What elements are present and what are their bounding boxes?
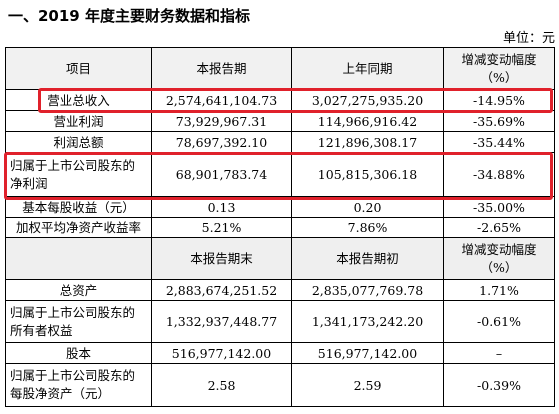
table-row: 总资产 2,883,674,251.52 2,835,077,769.78 1.…	[5, 279, 555, 301]
row-label: 股本	[5, 342, 152, 364]
row-change: -35.44%	[443, 131, 555, 153]
table-row: 营业总收入 2,574,641,104.73 3,027,275,935.20 …	[5, 89, 555, 111]
header-change-unit: （%）	[480, 69, 518, 85]
row-end: 1,332,937,448.77	[151, 300, 292, 343]
row-current: 0.13	[151, 196, 292, 218]
row-label: 归属于上市公司股东的 所有者权益	[5, 300, 152, 343]
row-label-line1: 归属于上市公司股东的	[10, 304, 136, 320]
row-start: 516,977,142.00	[291, 342, 444, 364]
row-current: 73,929,967.31	[151, 110, 292, 132]
row-prior: 114,966,916.42	[291, 110, 444, 132]
header-item: 项目	[5, 47, 152, 90]
row-end: 2,883,674,251.52	[151, 279, 292, 301]
header-change: 增减变动幅度 （%）	[443, 237, 555, 280]
row-label: 营业总收入	[5, 89, 152, 111]
table-row: 归属于上市公司股东的 每股净资产（元） 2.58 2.59 -0.39%	[5, 363, 555, 407]
row-start: 2.59	[291, 363, 444, 407]
row-prior: 105,815,306.18	[291, 152, 444, 197]
row-label: 利润总额	[5, 131, 152, 153]
unit-label: 单位：元	[502, 31, 555, 46]
table-row: 营业利润 73,929,967.31 114,966,916.42 -35.69…	[5, 110, 555, 132]
row-label: 总资产	[5, 279, 152, 301]
header-current-period: 本报告期	[151, 47, 292, 90]
header-change-label: 增减变动幅度	[461, 51, 537, 67]
table-row: 基本每股收益（元） 0.13 0.20 -35.00%	[5, 196, 555, 218]
row-prior: 3,027,275,935.20	[291, 89, 444, 111]
row-label-line1: 归属于上市公司股东的	[10, 157, 136, 173]
header-change: 增减变动幅度 （%）	[443, 47, 555, 90]
row-change: -0.39%	[443, 363, 555, 407]
row-label: 归属于上市公司股东的 每股净资产（元）	[5, 363, 152, 407]
table-row: 加权平均净资产收益率 5.21% 7.86% -2.65%	[5, 217, 555, 238]
table-subheader-row: 本报告期末 本报告期初 增减变动幅度 （%）	[5, 237, 555, 280]
financial-table: 项目 本报告期 上年同期 增减变动幅度 （%） 营业总收入 2,574,641,…	[5, 47, 555, 407]
row-change: -14.95%	[443, 89, 555, 111]
table-header-row: 项目 本报告期 上年同期 增减变动幅度 （%）	[5, 47, 555, 90]
row-label-line2: 所有者权益	[10, 322, 73, 338]
row-label: 营业利润	[5, 110, 152, 132]
row-change: -35.00%	[443, 196, 555, 218]
row-change: -35.69%	[443, 110, 555, 132]
table-row: 归属于上市公司股东的 净利润 68,901,783.74 105,815,306…	[5, 152, 555, 197]
table-row: 归属于上市公司股东的 所有者权益 1,332,937,448.77 1,341,…	[5, 300, 555, 343]
row-change: 1.71%	[443, 279, 555, 301]
row-change: -34.88%	[443, 152, 555, 197]
row-current: 68,901,783.74	[151, 152, 292, 197]
row-label-line2: 每股净资产（元）	[10, 386, 111, 401]
header-change-unit: （%）	[480, 259, 518, 275]
section-heading: 一、2019 年度主要财务数据和指标	[8, 7, 250, 25]
header-prior-period: 上年同期	[291, 47, 444, 90]
row-prior: 0.20	[291, 196, 444, 218]
row-label: 基本每股收益（元）	[5, 196, 152, 218]
row-change: –	[443, 342, 555, 364]
row-end: 2.58	[151, 363, 292, 407]
header-period-start: 本报告期初	[291, 237, 444, 280]
row-change: -0.61%	[443, 300, 555, 343]
header-change-label: 增减变动幅度	[461, 241, 537, 257]
table-row: 利润总额 78,697,392.10 121,896,308.17 -35.44…	[5, 131, 555, 153]
row-current: 78,697,392.10	[151, 131, 292, 153]
table-row: 股本 516,977,142.00 516,977,142.00 –	[5, 342, 555, 364]
row-current: 5.21%	[151, 217, 292, 238]
subheader-item	[5, 237, 152, 280]
row-prior: 7.86%	[291, 217, 444, 238]
row-start: 1,341,173,242.20	[291, 300, 444, 343]
row-label: 加权平均净资产收益率	[5, 217, 152, 238]
header-period-end: 本报告期末	[151, 237, 292, 280]
row-label-line1: 归属于上市公司股东的	[10, 368, 136, 383]
row-end: 516,977,142.00	[151, 342, 292, 364]
row-prior: 121,896,308.17	[291, 131, 444, 153]
row-change: -2.65%	[443, 217, 555, 238]
row-label-line2: 净利润	[10, 175, 48, 191]
row-current: 2,574,641,104.73	[151, 89, 292, 111]
row-label: 归属于上市公司股东的 净利润	[5, 152, 152, 197]
row-start: 2,835,077,769.78	[291, 279, 444, 301]
